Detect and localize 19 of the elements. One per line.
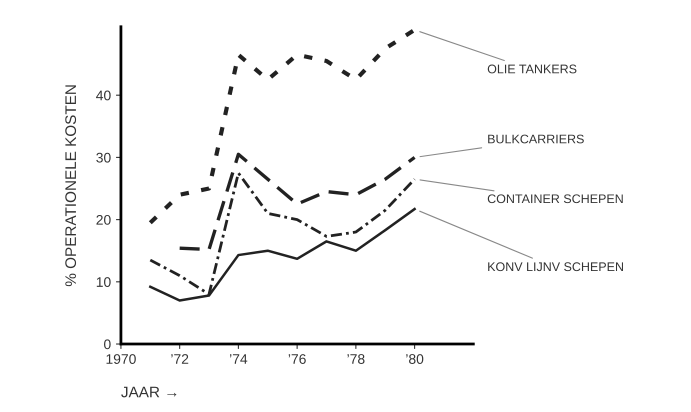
text: KONV LIJNV SCHEPEN bbox=[488, 262, 623, 272]
y-tick-label: 40 bbox=[96, 90, 111, 100]
x-tick-label: ’72 bbox=[171, 354, 188, 364]
text: OLIE TANKERS bbox=[488, 64, 576, 74]
y-tick-label: 20 bbox=[96, 214, 111, 225]
x-tick-label: ’78 bbox=[347, 354, 365, 364]
x-tick-label: 1970 bbox=[106, 354, 136, 364]
line-series bbox=[178, 152, 416, 252]
x-tick-label: ’76 bbox=[288, 354, 306, 364]
x-tick-label: ’74 bbox=[230, 354, 248, 364]
x-tick-label: ’80 bbox=[406, 354, 424, 364]
text: BULKCARRIERS bbox=[488, 134, 584, 144]
line-series bbox=[148, 28, 417, 225]
y-tick-label: 0 bbox=[104, 339, 111, 350]
x-axis-title: JAAR → bbox=[121, 386, 176, 398]
y-tick-label: 10 bbox=[96, 277, 111, 287]
text: CONTAINER SCHEPEN bbox=[488, 194, 623, 204]
y-tick-label: 30 bbox=[96, 152, 111, 163]
y-axis-title: % OPERATIONELE KOSTEN bbox=[65, 85, 76, 286]
